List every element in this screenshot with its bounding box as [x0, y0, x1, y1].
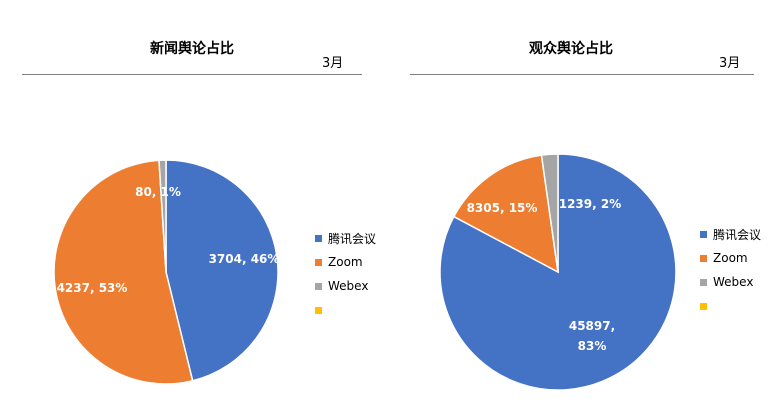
- chart-panel-news: 新闻舆论占比 3月 3704, 46% 4237, 53% 80, 1% 腾讯会议 Z…: [22, 41, 376, 385]
- legend-swatch: [315, 258, 322, 266]
- legend-label: 腾讯会议: [328, 231, 377, 246]
- legend-item: Webex: [700, 270, 761, 294]
- legend-swatch: [700, 278, 707, 286]
- pie-slice: [53, 159, 194, 385]
- title-divider: [22, 74, 362, 75]
- legend-swatch: [700, 230, 707, 238]
- legend-item: Zoom: [315, 250, 376, 274]
- pie-slice: [540, 153, 559, 273]
- data-label: 45897, 83%: [569, 319, 615, 353]
- data-label: 4237, 53%: [57, 281, 128, 295]
- pie-slice: [158, 159, 167, 273]
- chart-legend: 腾讯会议 Zoom Webex: [700, 222, 761, 318]
- pie-chart: 3704, 46% 4237, 53% 80, 1%: [53, 159, 280, 385]
- legend-label: Webex: [328, 279, 369, 293]
- legend-item: [315, 298, 376, 322]
- legend-swatch: [700, 254, 707, 262]
- data-label: 80, 1%: [135, 185, 181, 199]
- title-divider: [410, 74, 754, 75]
- legend-label: Webex: [713, 275, 754, 289]
- chart-title: 新闻舆论占比: [150, 41, 234, 57]
- chart-period: 3月: [719, 56, 741, 71]
- chart-legend: 腾讯会议 Zoom Webex: [315, 226, 376, 322]
- legend-swatch: [700, 302, 707, 310]
- data-label: 8305, 15%: [467, 201, 538, 215]
- chart-panel-audience: 观众舆论占比 3月 45897, 83% 8305, 15% 1239, 2% 腾讯会…: [392, 0, 783, 417]
- pie-slice: [452, 154, 559, 274]
- chart-title: 观众舆论占比: [529, 41, 613, 57]
- legend-label: Zoom: [328, 255, 363, 269]
- legend-item: 腾讯会议: [315, 226, 376, 250]
- legend-swatch: [315, 282, 322, 290]
- legend-item: Zoom: [700, 246, 761, 270]
- pie-chart: 45897, 83% 8305, 15% 1239, 2%: [439, 153, 677, 391]
- data-label: 3704, 46%: [209, 252, 280, 266]
- legend-item: [700, 294, 761, 318]
- legend-item: 腾讯会议: [700, 222, 761, 246]
- pie-slice: [165, 159, 279, 382]
- legend-swatch: [315, 234, 322, 242]
- legend-item: Webex: [315, 274, 376, 298]
- legend-label: 腾讯会议: [713, 227, 762, 242]
- legend-label: Zoom: [713, 251, 748, 265]
- data-label: 1239, 2%: [559, 197, 622, 211]
- chart-period: 3月: [322, 56, 344, 71]
- legend-swatch: [315, 306, 322, 314]
